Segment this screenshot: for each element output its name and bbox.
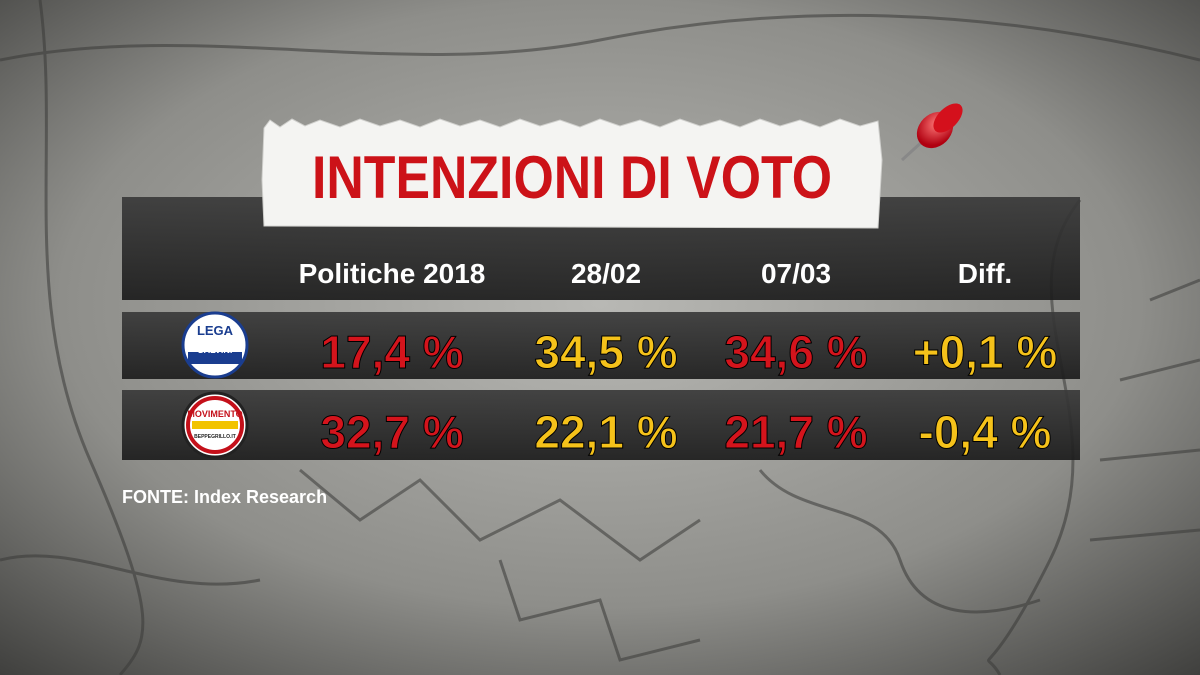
cell-value: 34,5 % [534, 326, 677, 378]
pin-top [933, 103, 963, 133]
logo-text: PREMIER [206, 357, 224, 362]
paper-strip [261, 118, 883, 229]
logo-band [188, 352, 242, 364]
column-header: Politiche 2018 [299, 258, 486, 289]
logo-text: SALVINI [198, 345, 233, 355]
cell-value: 17,4 % [320, 326, 463, 378]
row-band [122, 312, 1080, 379]
column-header: 28/02 [571, 258, 641, 289]
logo-text: LEGA [197, 323, 234, 338]
logo-ring [186, 396, 244, 454]
cell-value: 34,6 % [724, 326, 867, 378]
column-header: Diff. [958, 258, 1012, 289]
row-band [122, 390, 1080, 460]
cell-value: -0,4 % [919, 406, 1052, 458]
cell-value: 32,7 % [320, 406, 463, 458]
cell-value: 22,1 % [534, 406, 677, 458]
logo-text: BEPPEGRILLO.IT [194, 434, 236, 440]
source: FONTE: Index Research [122, 487, 327, 507]
pin [900, 103, 963, 162]
logo-stars [192, 421, 238, 429]
logo-text: MOVIMENTO [187, 409, 242, 419]
title: INTENZIONI DI VOTO [312, 144, 832, 211]
cell-value: 21,7 % [724, 406, 867, 458]
m5s-logo: MOVIMENTO BEPPEGRILLO.IT [181, 391, 249, 459]
column-header: 07/03 [761, 258, 831, 289]
lega-logo: LEGA SALVINI PREMIER [181, 311, 249, 379]
cell-value: +0,1 % [913, 326, 1058, 378]
